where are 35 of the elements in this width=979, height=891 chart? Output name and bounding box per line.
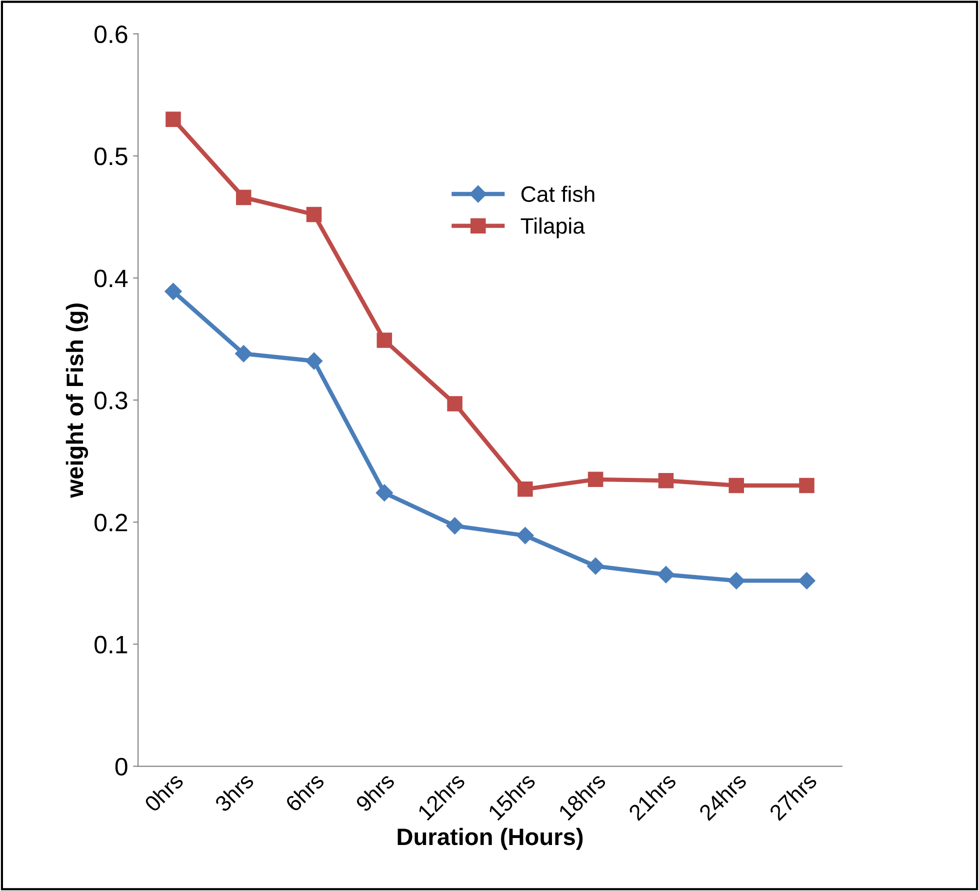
y-tick-label: 0 xyxy=(115,758,128,776)
x-tick-label: 0hrs xyxy=(143,772,184,813)
point xyxy=(376,484,393,502)
point xyxy=(657,566,675,584)
point xyxy=(728,478,744,494)
y-tick-label: 0.2 xyxy=(94,514,128,532)
y-tick-label: 0.6 xyxy=(94,25,128,44)
point xyxy=(166,112,181,127)
point xyxy=(235,345,252,362)
y-tick-label: 0.1 xyxy=(94,636,128,654)
y-tick-label: 0.4 xyxy=(94,270,128,288)
y-axis-title: weight of Fish (g) xyxy=(66,304,88,498)
point xyxy=(164,282,182,300)
point xyxy=(587,558,604,575)
y-tick-label: 0.5 xyxy=(94,148,128,166)
point xyxy=(588,472,604,488)
point xyxy=(306,206,322,222)
legend-label: Tilapia xyxy=(520,218,585,238)
point xyxy=(518,482,533,497)
x-tick-label: 9hrs xyxy=(354,772,396,812)
x-tick-label: 6hrs xyxy=(284,772,325,812)
point xyxy=(658,472,674,488)
point xyxy=(799,478,814,494)
point xyxy=(516,527,534,544)
point xyxy=(447,396,462,412)
point xyxy=(376,332,392,348)
x-axis-title: Duration (Hours) xyxy=(398,828,583,850)
point xyxy=(305,352,323,370)
point xyxy=(798,572,816,590)
x-tick-label: 3hrs xyxy=(214,772,255,813)
point xyxy=(446,517,464,534)
y-tick-label: 0.3 xyxy=(94,392,128,410)
legend-label: Cat fish xyxy=(521,186,594,202)
point xyxy=(728,572,745,590)
point xyxy=(236,190,252,206)
